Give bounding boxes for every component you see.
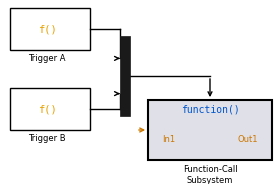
Bar bbox=[10, 8, 90, 50]
Text: In1: In1 bbox=[162, 135, 175, 144]
Text: Function-Call
Subsystem: Function-Call Subsystem bbox=[183, 165, 237, 184]
Text: Trigger A: Trigger A bbox=[28, 54, 66, 63]
Text: f(): f() bbox=[38, 104, 56, 114]
Bar bbox=[10, 88, 90, 130]
Bar bbox=[148, 100, 272, 160]
Text: function(): function() bbox=[181, 105, 239, 115]
Text: f(): f() bbox=[38, 24, 56, 34]
Text: Out1: Out1 bbox=[237, 135, 258, 144]
Text: Trigger B: Trigger B bbox=[28, 134, 66, 143]
Bar bbox=[120, 36, 130, 116]
